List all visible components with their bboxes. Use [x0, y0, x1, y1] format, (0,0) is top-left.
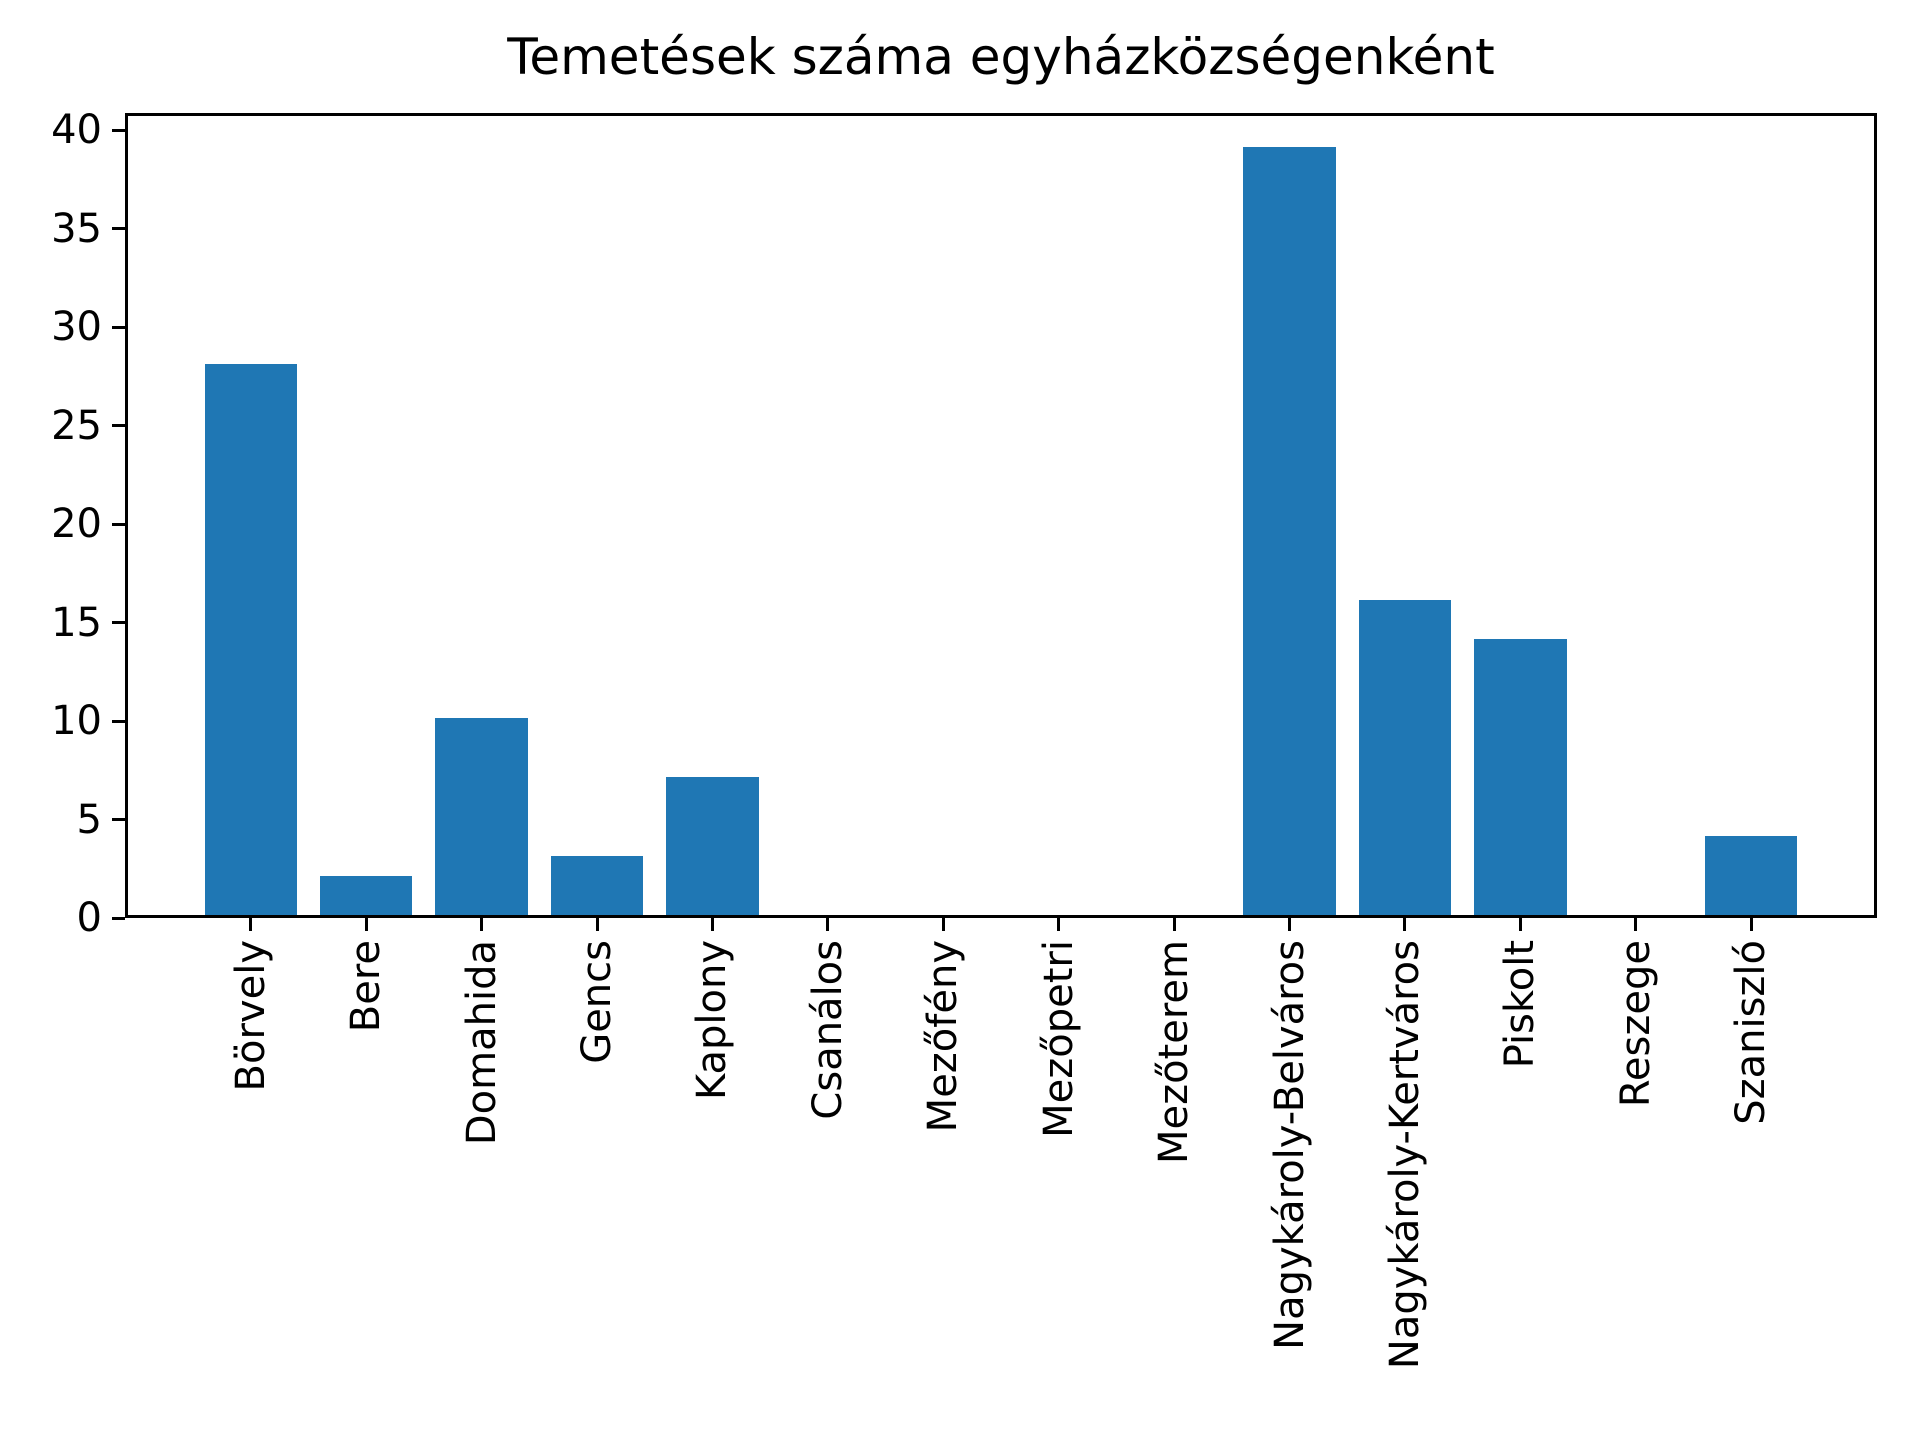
x-axis-tick-label: Csanálos	[804, 940, 851, 1120]
x-axis-tick-label: Mezőpetri	[1035, 940, 1082, 1138]
x-axis-tick-label: Szaniszló	[1728, 940, 1775, 1125]
y-axis-tick-label: 20	[51, 501, 102, 548]
x-axis-tick-label: Piskolt	[1497, 940, 1544, 1069]
x-axis-tick-mark	[826, 918, 830, 931]
bar	[550, 855, 644, 915]
x-axis-tick-mark	[1634, 918, 1638, 931]
y-axis-tick-mark	[112, 128, 125, 132]
x-axis-tick-mark	[249, 918, 253, 931]
x-axis-tick-label: Mezőfény	[920, 940, 967, 1133]
y-axis-tick-label: 15	[51, 599, 102, 646]
y-axis-tick-mark	[112, 522, 125, 526]
x-axis-tick-mark	[1749, 918, 1753, 931]
chart-title: Temetések száma egyházközségenként	[507, 28, 1495, 86]
y-axis-tick-mark	[112, 325, 125, 329]
y-axis-tick-mark	[112, 818, 125, 822]
y-axis-tick-label: 5	[76, 796, 102, 843]
y-axis-tick-label: 30	[51, 304, 102, 351]
bar	[320, 875, 413, 915]
x-axis-tick-label: Kaplony	[689, 940, 736, 1101]
y-axis-tick-mark	[112, 719, 125, 723]
x-axis-tick-mark	[595, 918, 599, 931]
x-axis-tick-label: Reszege	[1612, 940, 1659, 1108]
bar	[204, 363, 297, 915]
x-axis-tick-mark	[480, 918, 484, 931]
x-axis-tick-label: Gencs	[574, 940, 621, 1064]
bar	[1358, 599, 1452, 915]
x-axis-tick-mark	[1288, 918, 1292, 931]
x-axis-tick-label: Nagykároly-Belváros	[1266, 940, 1313, 1350]
y-axis-tick-label: 35	[51, 205, 102, 252]
y-axis-tick-label: 0	[76, 895, 102, 941]
plot-area	[125, 113, 1877, 918]
x-axis-tick-mark	[941, 918, 945, 931]
bar	[1243, 147, 1336, 915]
x-axis-tick-mark	[1172, 918, 1176, 931]
x-axis-tick-label: Nagykároly-Kertváros	[1381, 940, 1428, 1370]
bar	[1474, 639, 1567, 915]
y-axis-tick-mark	[112, 916, 125, 920]
y-axis-tick-mark	[112, 227, 125, 231]
x-axis-tick-mark	[364, 918, 368, 931]
x-axis-tick-label: Bere	[343, 940, 390, 1033]
x-axis-tick-label: Mezőterem	[1151, 940, 1198, 1165]
y-axis-tick-label: 25	[51, 402, 102, 449]
y-axis-tick-label: 40	[51, 107, 102, 154]
bar	[666, 777, 759, 915]
x-axis-tick-mark	[710, 918, 714, 931]
bar	[1705, 836, 1798, 915]
y-axis-tick-mark	[112, 621, 125, 625]
x-axis-tick-label: Domahida	[458, 940, 505, 1146]
bar	[435, 718, 528, 915]
x-axis-tick-label: Börvely	[227, 940, 274, 1092]
x-axis-tick-mark	[1057, 918, 1061, 931]
y-axis-tick-mark	[112, 424, 125, 428]
y-axis-tick-label: 10	[51, 698, 102, 745]
x-axis-tick-mark	[1403, 918, 1407, 931]
x-axis-tick-mark	[1518, 918, 1522, 931]
